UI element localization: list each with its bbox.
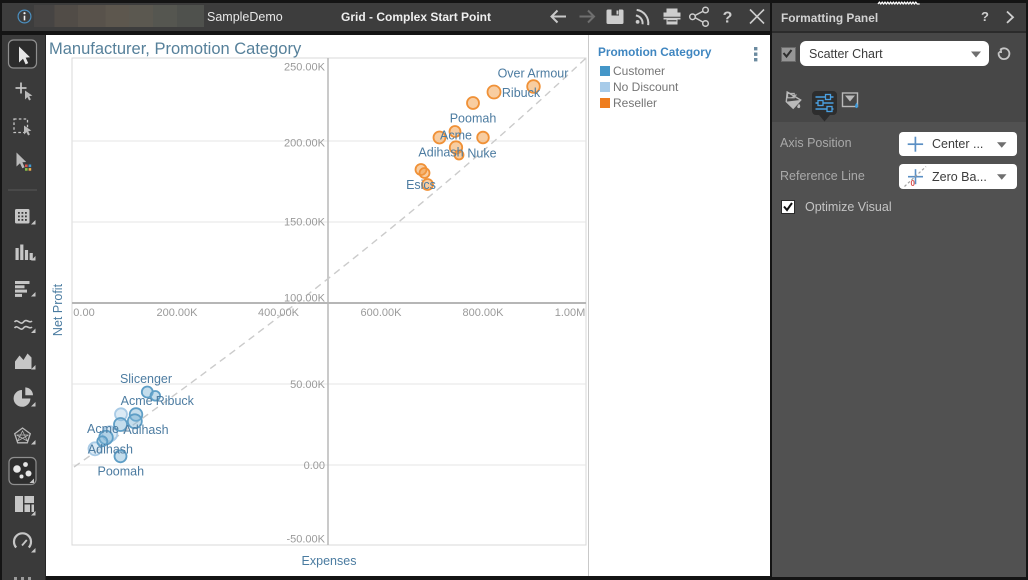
svg-text:Adihash: Adihash [418, 146, 463, 160]
svg-text:Slicenger: Slicenger [120, 372, 172, 386]
svg-text:?: ? [723, 10, 733, 27]
svg-text:-50.00K: -50.00K [286, 534, 325, 546]
svg-text:Ribuck: Ribuck [156, 394, 195, 408]
svg-text:Expenses: Expenses [302, 554, 357, 568]
svg-text:Ribuck: Ribuck [502, 86, 541, 100]
svg-text:0.00: 0.00 [73, 307, 94, 319]
svg-text:Esics: Esics [406, 178, 436, 192]
svg-text:800.00K: 800.00K [463, 307, 505, 319]
svg-text:200.00K: 200.00K [284, 138, 326, 150]
svg-text:400.00K: 400.00K [258, 307, 300, 319]
svg-text:100.00K: 100.00K [284, 293, 326, 305]
svg-text:200.00K: 200.00K [157, 307, 199, 319]
svg-text:0.00: 0.00 [304, 460, 325, 472]
svg-text:Net Profit: Net Profit [51, 283, 65, 336]
svg-text:250.00K: 250.00K [284, 62, 326, 74]
svg-text:150.00K: 150.00K [284, 217, 326, 229]
svg-text:0: 0 [911, 179, 916, 188]
svg-text:Adihash: Adihash [123, 423, 168, 437]
svg-text:Acme: Acme [87, 422, 119, 436]
svg-text:1.00M: 1.00M [555, 307, 586, 319]
svg-text:Over Armour: Over Armour [498, 67, 569, 81]
svg-text:Poomah: Poomah [450, 111, 497, 125]
svg-text:600.00K: 600.00K [361, 307, 403, 319]
svg-text:50.00K: 50.00K [290, 379, 326, 391]
svg-text:Acme: Acme [121, 394, 153, 408]
svg-text:Nuke: Nuke [467, 147, 496, 161]
svg-text:Poomah: Poomah [98, 464, 145, 478]
svg-text:Adihash: Adihash [88, 442, 133, 456]
svg-text:Acme: Acme [440, 129, 472, 143]
